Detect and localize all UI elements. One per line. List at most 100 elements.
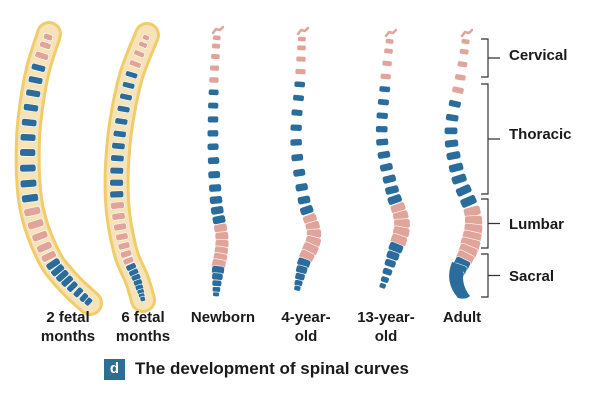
- vertebra: [383, 47, 394, 55]
- vertebra: [208, 183, 222, 193]
- region-bracket: [481, 38, 500, 78]
- stage-label-year-13: 13-year- old: [344, 308, 428, 346]
- stage-label-adult: Adult: [420, 308, 504, 327]
- vertebra: [34, 50, 50, 61]
- vertebra: [293, 284, 302, 292]
- vertebra: [207, 156, 220, 165]
- vertebra: [122, 81, 136, 90]
- stage-label-line2: months: [40, 328, 96, 345]
- stage-label-newborn: Newborn: [181, 308, 265, 327]
- region-label-sacral: Sacral: [509, 268, 555, 285]
- vertebra: [31, 230, 49, 243]
- vertebra: [109, 166, 124, 175]
- vertebra: [445, 150, 462, 161]
- stage-label-year-4: 4-year- old: [264, 308, 348, 346]
- vertebra: [448, 99, 462, 109]
- stage-label-fetal-6: 6 fetal months: [101, 308, 185, 346]
- vertebra: [383, 258, 397, 269]
- vertebra: [451, 85, 465, 95]
- vertebra: [297, 36, 307, 43]
- vertebra: [23, 206, 42, 218]
- vertebra: [55, 269, 70, 283]
- vertebra: [27, 218, 45, 231]
- vertebra: [385, 38, 395, 45]
- vertebra: [110, 154, 125, 163]
- vertebra: [211, 286, 221, 293]
- vertebra: [294, 68, 307, 75]
- vertebra: [289, 138, 303, 147]
- region-bracket: [481, 253, 500, 298]
- vertebra: [122, 256, 135, 266]
- vertebra: [380, 275, 390, 284]
- stage-label-line2: months: [115, 328, 171, 345]
- spine-newborn: [206, 34, 230, 298]
- vertebra: [294, 182, 309, 193]
- vertebra: [375, 111, 389, 120]
- vertebra: [385, 249, 401, 262]
- vertebra: [378, 282, 387, 290]
- vertebra: [66, 280, 79, 293]
- vertebra: [115, 232, 129, 242]
- vertebra: [109, 190, 125, 199]
- stage-label-line1: Adult: [442, 309, 482, 326]
- spine-year-13: [375, 38, 411, 290]
- vertebra: [42, 32, 54, 42]
- vertebra: [36, 241, 53, 254]
- vertebra: [296, 194, 312, 206]
- vertebra: [455, 183, 473, 198]
- vertebra: [45, 257, 61, 271]
- vertebra: [119, 249, 133, 259]
- caption-badge: d: [104, 358, 125, 380]
- vertebra: [381, 59, 393, 67]
- vertebra: [117, 241, 131, 251]
- stage-label-line1: 13-year-: [357, 309, 415, 326]
- vertebra: [379, 162, 394, 173]
- vertebra: [375, 125, 389, 133]
- vertebra: [113, 222, 127, 232]
- vertebra: [19, 133, 37, 142]
- vertebra: [293, 80, 306, 88]
- vertebra: [292, 168, 306, 178]
- vertebra: [21, 193, 39, 204]
- vertebra: [19, 163, 37, 173]
- vertebra: [128, 59, 142, 69]
- vertebra: [289, 123, 303, 132]
- vertebra: [60, 274, 74, 288]
- stage-label-line2: old: [374, 328, 398, 345]
- region-bracket: [481, 198, 500, 249]
- vertebra: [456, 60, 469, 68]
- stage-label-line1: 2 fetal: [46, 309, 90, 326]
- vertebra: [444, 138, 459, 149]
- vertebra: [111, 212, 126, 221]
- vertebra: [381, 267, 393, 277]
- vertebra: [377, 98, 390, 106]
- vertebra: [141, 34, 150, 42]
- vertebra: [114, 117, 129, 126]
- vertebra: [292, 94, 305, 102]
- vertebra: [208, 76, 220, 84]
- vertebra: [139, 295, 146, 303]
- stage-label-line1: 4-year-: [281, 309, 331, 326]
- vertebra: [212, 291, 220, 298]
- vertebra: [206, 129, 219, 138]
- vertebra: [460, 38, 471, 45]
- vertebra: [381, 173, 397, 185]
- vertebra: [379, 72, 392, 81]
- vertebra: [211, 42, 221, 50]
- vertebra: [207, 115, 219, 124]
- vertebra: [40, 250, 57, 263]
- stage-label-fetal-2: 2 fetal months: [26, 308, 110, 346]
- region-label-cervical: Cervical: [509, 47, 568, 64]
- vertebra: [119, 92, 133, 102]
- vertebra: [22, 103, 39, 113]
- vertebra: [209, 64, 220, 72]
- spine-adult: [443, 38, 484, 288]
- vertebra: [112, 129, 127, 138]
- vertebra: [386, 193, 403, 206]
- vertebra: [83, 296, 94, 307]
- caption-text: The development of spinal curves: [135, 359, 409, 378]
- vertebra: [211, 272, 224, 281]
- vertebra: [72, 286, 84, 298]
- stage-label-line2: old: [294, 328, 318, 345]
- vertebra: [138, 40, 148, 49]
